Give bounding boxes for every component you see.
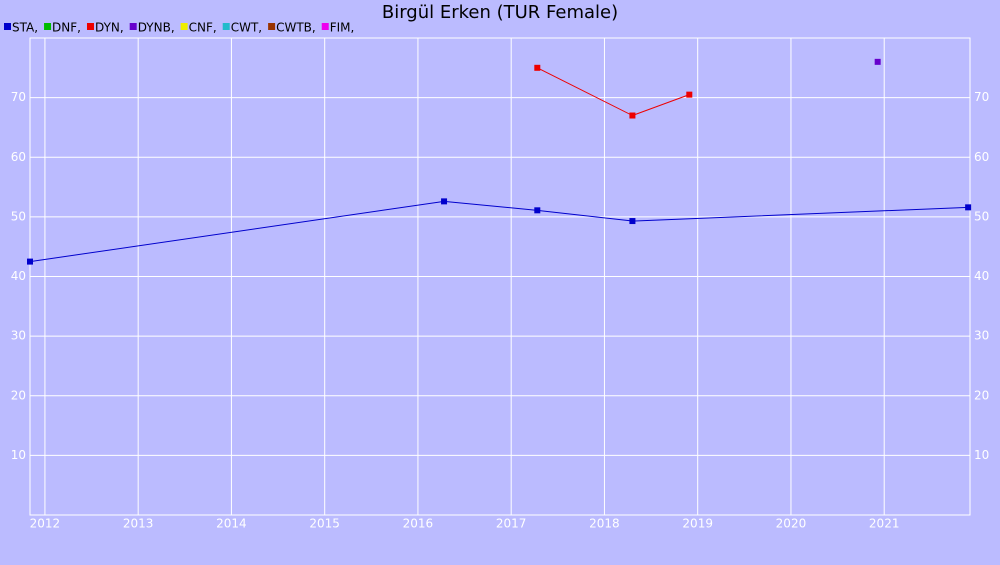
legend-label: CWT, [231, 21, 262, 35]
y-tick-label: 50 [11, 209, 26, 223]
x-tick-label: 2018 [589, 517, 620, 531]
y2-tick-label: 20 [974, 388, 989, 402]
x-tick-label: 2016 [403, 517, 434, 531]
x-tick-label: 2015 [309, 517, 340, 531]
x-tick-label: 2019 [682, 517, 713, 531]
legend-label: CWTB, [276, 21, 316, 35]
x-tick-label: 2021 [869, 517, 900, 531]
y2-tick-label: 50 [974, 209, 989, 223]
legend-swatch [86, 23, 94, 30]
y2-tick-label: 30 [974, 329, 989, 343]
y-tick-label: 60 [11, 150, 26, 164]
data-point [441, 198, 448, 205]
legend-label: DNF, [52, 21, 81, 35]
y-tick-label: 30 [11, 329, 26, 343]
x-tick-label: 2020 [776, 517, 807, 531]
data-point [629, 218, 636, 225]
legend-swatch [268, 23, 276, 30]
legend-swatch [129, 23, 137, 30]
legend-label: FIM, [330, 21, 355, 35]
x-tick-label: 2017 [496, 517, 527, 531]
x-tick-label: 2013 [123, 517, 154, 531]
legend-swatch [4, 23, 11, 30]
data-point [686, 91, 693, 98]
legend-label: DYNB, [138, 21, 175, 35]
legend-label: CNF, [189, 21, 217, 35]
data-point [874, 58, 881, 65]
data-point [27, 258, 33, 265]
legend-swatch [180, 23, 188, 30]
y-tick-label: 10 [11, 448, 26, 462]
chart-title: Birgül Erken (TUR Female) [382, 2, 618, 23]
y-tick-label: 40 [11, 269, 26, 283]
legend-swatch [222, 23, 230, 30]
legend-swatch [44, 23, 52, 30]
y-tick-label: 70 [11, 90, 26, 104]
y2-tick-label: 70 [974, 90, 989, 104]
legend-swatch [321, 23, 329, 30]
data-point [965, 204, 972, 211]
y-tick-label: 20 [11, 388, 26, 402]
x-tick-label: 2014 [216, 517, 247, 531]
legend-label: STA, [12, 21, 38, 35]
y2-tick-label: 10 [974, 448, 989, 462]
y2-tick-label: 60 [974, 150, 989, 164]
y2-tick-label: 40 [974, 269, 989, 283]
legend-label: DYN, [95, 21, 124, 35]
data-point [534, 207, 541, 214]
x-tick-label: 2012 [30, 517, 61, 531]
data-point [629, 112, 636, 119]
data-point [534, 64, 541, 71]
